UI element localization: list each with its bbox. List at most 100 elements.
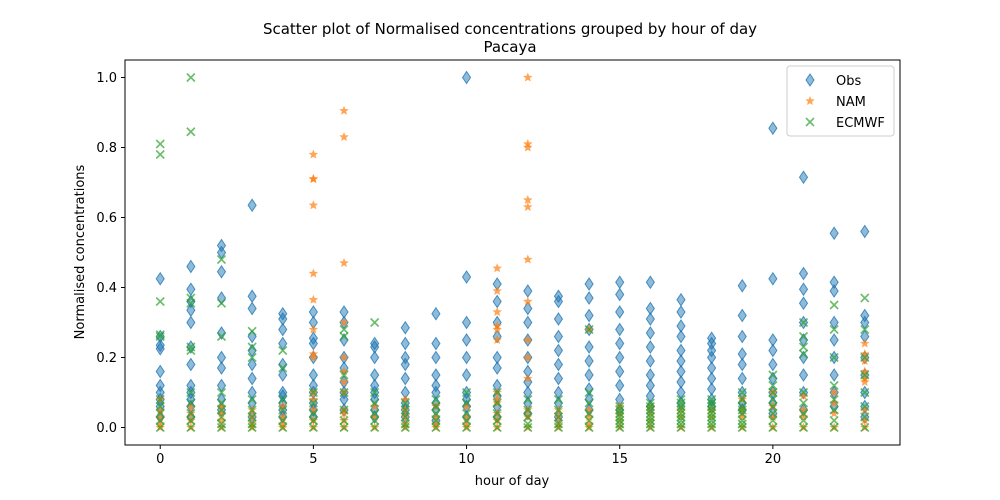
data-point (768, 394, 778, 405)
data-point (339, 352, 349, 362)
data-point (523, 284, 533, 298)
data-point (155, 296, 165, 307)
y-tick-label: 0.8 (96, 141, 117, 156)
data-point (737, 308, 747, 323)
data-point (400, 422, 410, 433)
data-point (615, 287, 625, 302)
data-point (461, 398, 472, 408)
data-point (860, 224, 870, 239)
data-point (400, 336, 410, 351)
data-point (186, 127, 196, 137)
data-point (676, 405, 686, 415)
data-point (829, 394, 839, 405)
data-point (431, 306, 441, 321)
data-point (186, 401, 196, 411)
data-point (615, 364, 625, 379)
data-point (186, 398, 196, 408)
data-point (523, 254, 533, 264)
data-point (186, 282, 196, 297)
data-point (339, 377, 349, 387)
data-point (553, 343, 564, 358)
data-point (155, 408, 165, 419)
data-point (798, 342, 809, 352)
data-point (370, 387, 380, 398)
data-point (707, 415, 717, 426)
data-point (339, 333, 349, 347)
data-point (707, 422, 717, 433)
data-point (492, 324, 502, 334)
data-point (278, 405, 288, 415)
data-point (798, 296, 809, 311)
data-point (707, 401, 717, 412)
data-point (584, 415, 594, 426)
data-point (829, 380, 839, 391)
y-tick-label: 0.6 (96, 211, 117, 226)
data-point (461, 350, 472, 365)
data-point (369, 412, 380, 422)
data-point (431, 350, 441, 365)
data-point (461, 415, 472, 426)
data-point (400, 320, 410, 335)
data-point (860, 338, 870, 348)
data-point (216, 326, 227, 340)
data-point (186, 342, 196, 352)
data-point (707, 412, 717, 422)
data-point (707, 394, 717, 405)
data-point (308, 352, 319, 362)
data-point (431, 422, 441, 433)
data-point (829, 415, 839, 426)
data-point (737, 412, 747, 422)
data-point (676, 394, 686, 405)
data-point (584, 412, 594, 422)
data-point (798, 170, 809, 185)
data-point (676, 329, 686, 344)
data-point (584, 408, 594, 419)
data-point (523, 315, 533, 330)
data-point (278, 412, 288, 422)
data-point (308, 324, 319, 334)
x-tick-label: 20 (765, 452, 782, 467)
data-point (431, 408, 441, 419)
data-point (247, 289, 257, 304)
data-point (615, 322, 625, 337)
data-point (278, 401, 288, 411)
legend-marker-nam (805, 96, 815, 106)
data-point (615, 305, 625, 319)
data-point (216, 254, 227, 265)
data-point (798, 405, 809, 415)
data-point (461, 368, 472, 382)
data-point (645, 312, 655, 326)
data-point (553, 422, 564, 433)
data-point (707, 408, 717, 419)
data-point (523, 352, 533, 362)
data-point (798, 349, 809, 359)
data-point (523, 195, 533, 205)
data-point (461, 270, 472, 284)
data-point (615, 405, 625, 415)
data-point (523, 296, 533, 306)
data-point (615, 412, 625, 422)
data-point (553, 405, 564, 415)
data-point (798, 331, 809, 342)
data-point (798, 408, 809, 419)
data-point (737, 278, 747, 293)
data-point (584, 398, 594, 408)
data-point (829, 333, 839, 347)
data-point (339, 387, 349, 398)
data-point (370, 422, 380, 433)
data-point (155, 341, 165, 356)
legend: Obs NAM ECMWF (786, 65, 895, 137)
data-point (308, 394, 319, 404)
x-tick-label: 0 (156, 452, 164, 467)
data-point (798, 415, 809, 426)
data-point (798, 266, 809, 281)
data-point (492, 408, 502, 419)
data-point (676, 408, 686, 419)
data-point (860, 324, 870, 335)
data-point (247, 419, 257, 429)
data-point (339, 258, 349, 268)
legend-label-nam: NAM (836, 95, 866, 110)
data-point (829, 422, 839, 433)
data-point (768, 412, 778, 422)
data-point (278, 322, 288, 337)
